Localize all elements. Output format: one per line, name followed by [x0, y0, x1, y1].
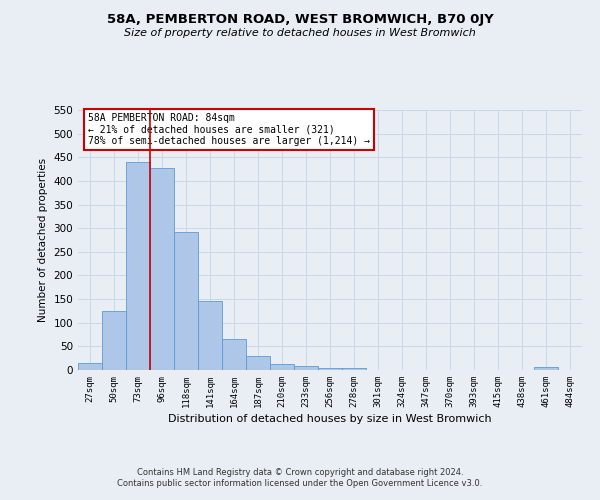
- X-axis label: Distribution of detached houses by size in West Bromwich: Distribution of detached houses by size …: [168, 414, 492, 424]
- Bar: [342, 368, 366, 370]
- Text: Size of property relative to detached houses in West Bromwich: Size of property relative to detached ho…: [124, 28, 476, 38]
- Bar: [78, 363, 102, 370]
- Text: 58A PEMBERTON ROAD: 84sqm
← 21% of detached houses are smaller (321)
78% of semi: 58A PEMBERTON ROAD: 84sqm ← 21% of detac…: [88, 112, 370, 146]
- Bar: [150, 168, 174, 370]
- Text: Contains HM Land Registry data © Crown copyright and database right 2024.
Contai: Contains HM Land Registry data © Crown c…: [118, 468, 482, 487]
- Bar: [102, 311, 126, 370]
- Bar: [174, 232, 198, 370]
- Bar: [534, 367, 558, 370]
- Bar: [126, 162, 150, 370]
- Y-axis label: Number of detached properties: Number of detached properties: [38, 158, 48, 322]
- Bar: [198, 302, 222, 370]
- Bar: [222, 340, 246, 370]
- Bar: [270, 364, 294, 370]
- Text: 58A, PEMBERTON ROAD, WEST BROMWICH, B70 0JY: 58A, PEMBERTON ROAD, WEST BROMWICH, B70 …: [107, 12, 493, 26]
- Bar: [318, 368, 342, 370]
- Bar: [246, 356, 270, 370]
- Bar: [294, 366, 318, 370]
